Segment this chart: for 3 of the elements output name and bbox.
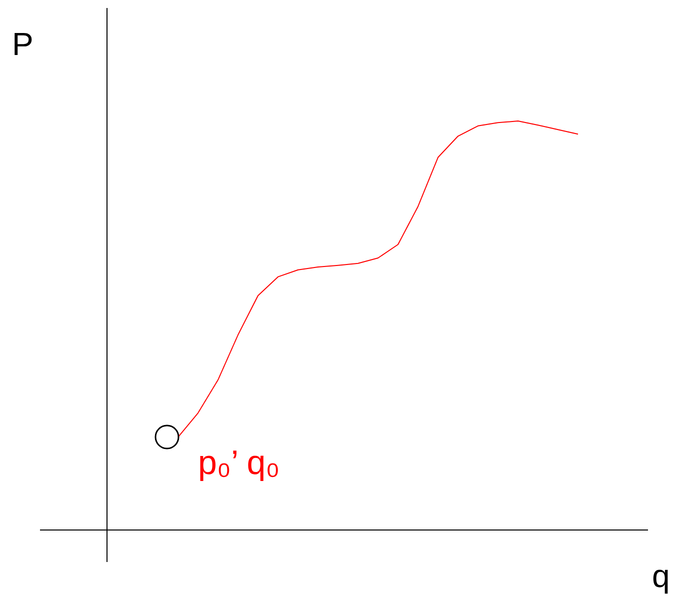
x-axis-title: q bbox=[652, 558, 670, 594]
annotation: p₀’ q₀ bbox=[198, 444, 280, 482]
y-axis-title: P bbox=[12, 26, 34, 62]
